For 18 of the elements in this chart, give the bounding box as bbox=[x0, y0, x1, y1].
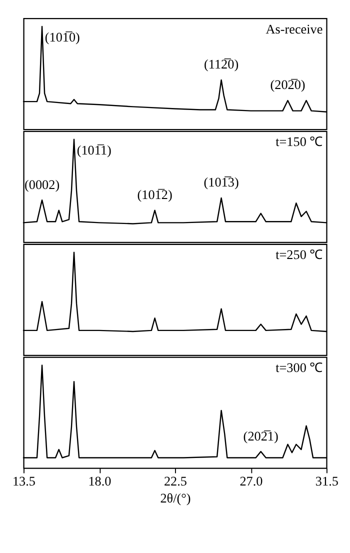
annotation: (0002) bbox=[24, 176, 60, 192]
x-tick-label: 13.5 bbox=[12, 473, 36, 488]
annotation: (101̅3) bbox=[204, 174, 239, 190]
annotation: (112̅0) bbox=[204, 56, 239, 72]
x-tick-label: 27.0 bbox=[240, 473, 264, 488]
chart-title: t=150 ℃ bbox=[276, 134, 323, 150]
annotation: (101̅0) bbox=[44, 30, 80, 45]
chart-title: t=300 ℃ bbox=[276, 360, 323, 376]
x-tick-label: 22.5 bbox=[164, 473, 188, 488]
annotation: (101̅2) bbox=[137, 187, 172, 202]
x-tick-label: 31.5 bbox=[315, 473, 339, 488]
chart-title: As-receive bbox=[266, 21, 323, 36]
x-axis-title: 2θ/(°) bbox=[160, 490, 191, 506]
x-tick-label: 18.0 bbox=[88, 473, 112, 488]
annotation: (202̅0) bbox=[270, 77, 306, 92]
chart-title: t=250 ℃ bbox=[276, 247, 323, 262]
annotation: (101̅1) bbox=[76, 142, 112, 158]
annotation: (202̅1) bbox=[243, 428, 278, 444]
